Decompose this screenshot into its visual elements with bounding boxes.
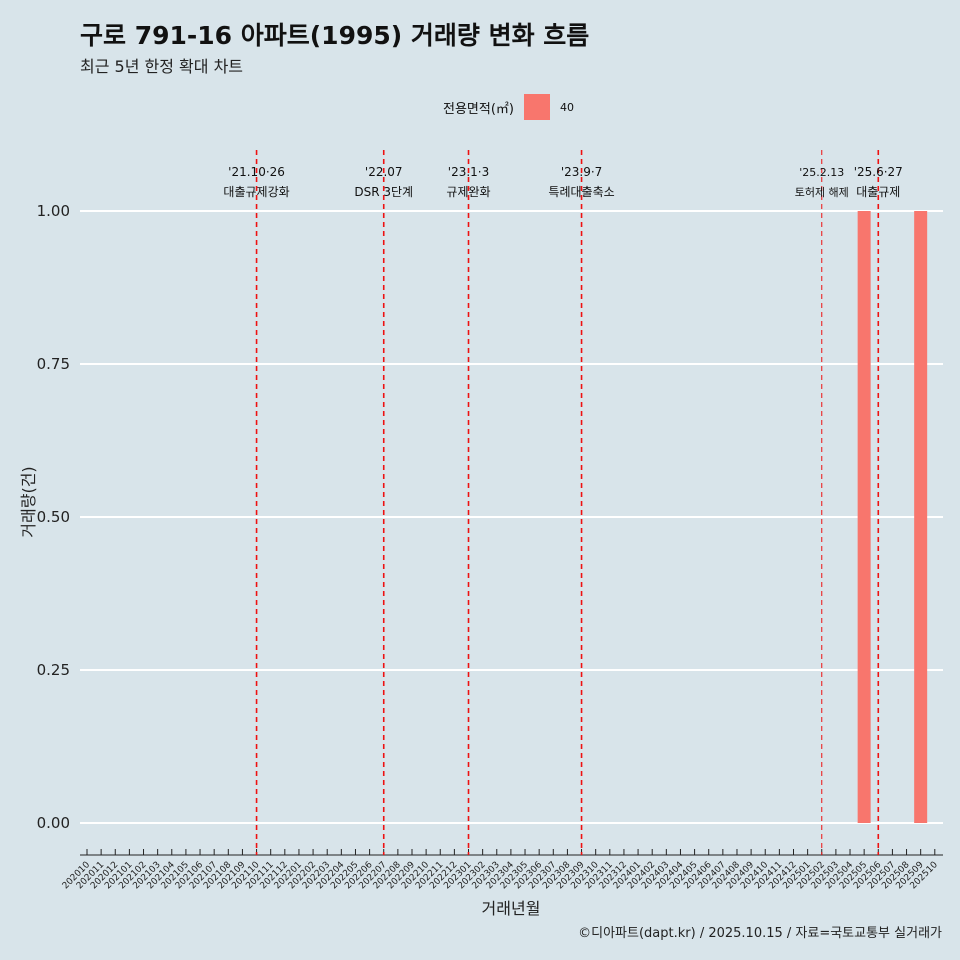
chart-subtitle: 최근 5년 한정 확대 차트: [80, 57, 244, 76]
policy-label-202110: 대출규제강화: [223, 185, 289, 199]
bar-202505: [857, 211, 871, 823]
legend-swatch: [523, 94, 550, 120]
legend-title: 전용면적(㎡): [443, 101, 514, 117]
policy-date-202110: '21.10·26: [228, 165, 285, 179]
source-caption: ©디아파트(dapt.kr) / 2025.10.15 / 자료=국토교통부 실…: [578, 926, 942, 941]
y-axis-title: 거래량(건): [19, 466, 38, 537]
policy-date-202502: '25.2.13: [799, 166, 844, 179]
policy-date-202506: '25.6·27: [854, 165, 903, 179]
policy-date-202309: '23.9·7: [561, 165, 602, 179]
y-tick-label: 0.75: [37, 355, 70, 373]
x-axis-title: 거래년월: [482, 899, 541, 918]
policy-label-202502: 토허제 해제: [795, 185, 849, 199]
legend: 전용면적(㎡) 40: [443, 94, 574, 120]
y-tick-label: 0.50: [37, 508, 70, 526]
y-tick-label: 0.00: [37, 814, 70, 832]
policy-date-202207: '22.07: [365, 165, 403, 179]
y-tick-label: 0.25: [37, 661, 70, 679]
policy-label-202301: 규제완화: [446, 185, 490, 199]
policy-label-202309: 특례대출축소: [548, 185, 614, 199]
chart-title: 구로 791-16 아파트(1995) 거래량 변화 흐름: [80, 21, 590, 50]
policy-label-202506: 대출규제: [856, 185, 900, 199]
bar-202509: [914, 211, 928, 823]
policy-label-202207: DSR 3단계: [354, 185, 413, 199]
policy-date-202301: '23.1·3: [448, 165, 489, 179]
y-tick-label: 1.00: [37, 202, 70, 220]
legend-entry-40: 40: [559, 100, 574, 114]
